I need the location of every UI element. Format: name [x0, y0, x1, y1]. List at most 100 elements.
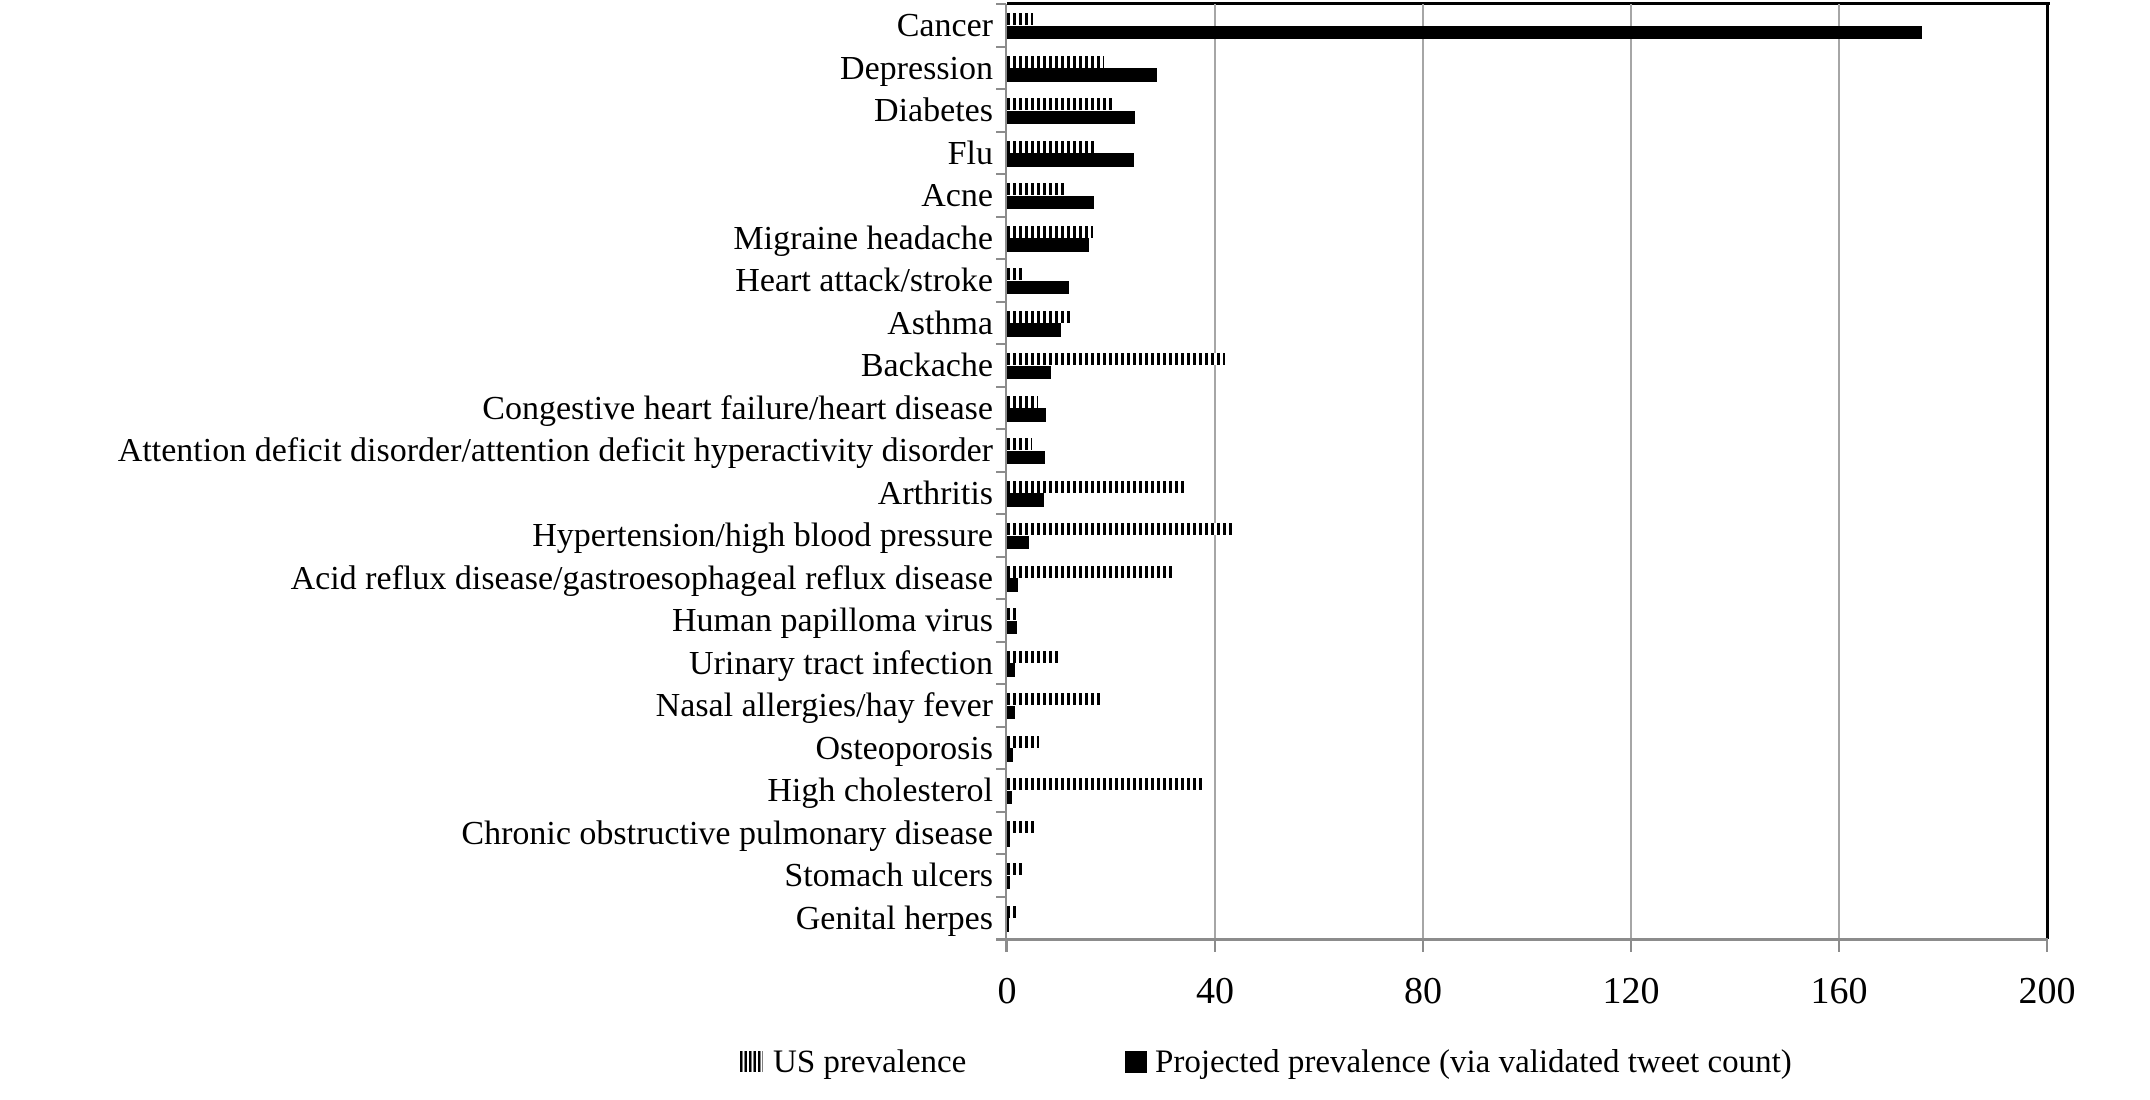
projected-prevalence-bar	[1007, 25, 1923, 39]
category-label: Human papilloma virus	[671, 602, 993, 640]
projected-prevalence-bar	[1007, 408, 1046, 422]
category-label: Nasal allergies/hay fever	[655, 687, 993, 725]
gridline-x-120	[1630, 4, 1632, 939]
x-axis-tick	[1214, 939, 1216, 952]
y-axis-tick	[996, 45, 1006, 48]
gridline-x-160	[1838, 4, 1840, 939]
projected-prevalence-bar	[1007, 493, 1044, 507]
x-tick-label-200: 200	[2018, 970, 2076, 1012]
us-prevalence-bar	[1007, 98, 1115, 110]
y-axis-tick	[996, 215, 1006, 218]
y-axis-tick	[996, 343, 1006, 345]
category-label: Depression	[840, 49, 993, 87]
projected-prevalence-bar	[1007, 705, 1015, 719]
category-label: Acne	[921, 177, 993, 215]
gridline-x-80	[1422, 4, 1424, 939]
y-axis-tick	[996, 173, 1006, 175]
y-axis-tick	[996, 683, 1006, 685]
projected-prevalence-bar	[1007, 748, 1014, 762]
projected-prevalence-bar	[1007, 833, 1011, 847]
projected-prevalence-bar	[1007, 68, 1158, 82]
us-prevalence-bar	[1007, 523, 1233, 535]
category-label: Flu	[947, 134, 993, 172]
legend-label-us-prevalence: US prevalence	[773, 1044, 967, 1080]
category-label: Diabetes	[874, 92, 993, 130]
y-axis-tick	[996, 895, 1006, 898]
plot-border-top	[1007, 2, 2050, 5]
category-label: Backache	[860, 347, 993, 385]
projected-prevalence-bar	[1007, 535, 1030, 549]
x-axis-tick	[1006, 939, 1008, 952]
y-axis-tick	[996, 428, 1006, 430]
projected-prevalence-bar	[1007, 365, 1052, 379]
x-tick-label-120: 120	[1602, 970, 1660, 1012]
us-prevalence-bar	[1007, 268, 1024, 280]
x-tick-label-160: 160	[1810, 970, 1868, 1012]
y-axis-tick	[996, 598, 1006, 600]
y-axis-tick	[996, 938, 1006, 940]
category-label: Asthma	[887, 304, 993, 342]
projected-prevalence-bar	[1007, 280, 1069, 294]
us-prevalence-bar	[1007, 863, 1026, 875]
us-prevalence-bar	[1007, 353, 1226, 365]
y-axis-tick	[996, 640, 1006, 643]
x-tick-label-40: 40	[1196, 970, 1234, 1012]
y-axis-tick	[996, 470, 1006, 473]
us-prevalence-bar	[1007, 608, 1017, 620]
category-label: High cholesterol	[767, 772, 993, 810]
legend-label-projected-prevalence: Projected prevalence (via validated twee…	[1155, 1044, 1792, 1080]
legend: US prevalence Projected prevalence (via …	[0, 1045, 2150, 1090]
x-axis-line	[996, 938, 2048, 941]
x-axis-tick	[1422, 939, 1424, 952]
y-axis-tick	[996, 130, 1006, 133]
projected-prevalence-bar	[1007, 450, 1046, 464]
category-label: Chronic obstructive pulmonary disease	[461, 814, 993, 852]
us-prevalence-bar	[1007, 735, 1040, 748]
y-axis-tick	[996, 300, 1006, 303]
x-tick-label-0: 0	[997, 970, 1017, 1012]
category-label: Hypertension/high blood pressure	[532, 517, 993, 555]
projected-prevalence-bar	[1007, 663, 1015, 677]
y-axis-tick	[996, 810, 1006, 813]
y-axis-tick	[996, 88, 1006, 90]
x-axis-tick	[1630, 939, 1632, 952]
y-axis-tick	[996, 3, 1006, 5]
category-label: Congestive heart failure/heart disease	[482, 389, 993, 427]
y-axis-line	[1005, 4, 1007, 952]
us-prevalence-bar	[1007, 13, 1033, 25]
us-prevalence-bar	[1007, 480, 1186, 493]
y-axis-tick	[996, 385, 1006, 388]
x-axis-tick	[1838, 939, 1840, 952]
category-label: Genital herpes	[795, 899, 993, 937]
projected-prevalence-bar	[1007, 110, 1135, 124]
category-label: Migraine headache	[733, 219, 993, 257]
us-prevalence-bar	[1007, 140, 1096, 153]
projected-prevalence-bar	[1007, 153, 1134, 167]
us-prevalence-bar	[1007, 183, 1066, 195]
us-prevalence-bar	[1007, 395, 1038, 408]
category-label: Acid reflux disease/gastroesophageal ref…	[290, 559, 993, 597]
projected-prevalence-bar	[1007, 578, 1019, 592]
y-axis-tick	[996, 258, 1006, 260]
y-axis-tick	[996, 768, 1006, 770]
legend-swatch-us-prevalence	[740, 1051, 763, 1072]
us-prevalence-bar	[1007, 693, 1104, 705]
us-prevalence-bar	[1007, 225, 1093, 238]
category-label: Urinary tract infection	[689, 644, 993, 682]
us-prevalence-bar	[1007, 650, 1061, 663]
us-prevalence-bar	[1007, 438, 1032, 450]
us-prevalence-bar	[1007, 565, 1175, 578]
x-tick-label-80: 80	[1404, 970, 1442, 1012]
projected-prevalence-bar	[1007, 790, 1012, 804]
us-prevalence-bar	[1007, 905, 1017, 918]
projected-prevalence-bar	[1007, 875, 1010, 889]
projected-prevalence-bar	[1007, 323, 1062, 337]
projected-prevalence-bar	[1007, 620, 1018, 634]
projected-prevalence-bar	[1007, 195, 1095, 209]
plot-border-right	[2046, 2, 2049, 939]
projected-prevalence-bar	[1007, 918, 1010, 932]
y-axis-tick	[996, 853, 1006, 855]
category-label: Heart attack/stroke	[735, 262, 993, 300]
us-prevalence-bar	[1007, 778, 1205, 790]
category-label: Attention deficit disorder/attention def…	[117, 432, 993, 470]
